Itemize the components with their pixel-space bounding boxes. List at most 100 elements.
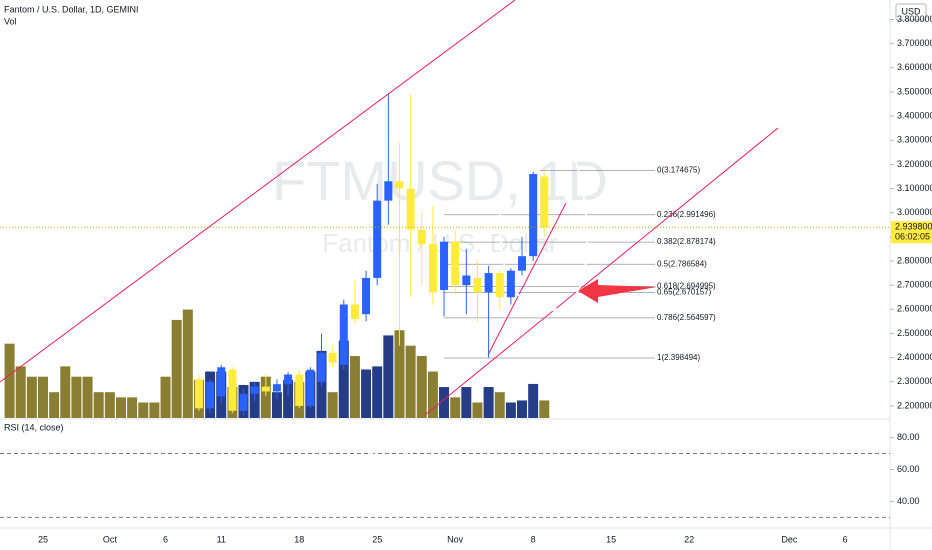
fib-label: 0.382(2.878174): [657, 237, 716, 246]
candle-body: [540, 176, 549, 228]
candle-body: [373, 200, 382, 278]
trendline: [487, 202, 567, 356]
candle-body: [428, 244, 437, 293]
x-tick-label: 11: [217, 534, 226, 544]
fib-layer: 0(3.174675) 0.236(2.991496) 0.382(2.878174…: [444, 166, 716, 362]
candle-body: [473, 277, 482, 293]
x-tick-label: Dec: [781, 534, 798, 544]
fib-label: 0.618(2.694995): [657, 281, 716, 290]
candle-body: [495, 273, 504, 298]
volume-bar: [271, 392, 282, 418]
y-tick-label: 2.600000: [897, 304, 932, 314]
y-tick-label: 3.500000: [897, 86, 932, 96]
candle-body: [194, 379, 203, 409]
arrow: [578, 279, 657, 303]
x-tick-label: Oct: [103, 534, 118, 544]
volume-bar: [38, 376, 48, 418]
candle-body: [518, 256, 527, 271]
volume-bar: [372, 366, 383, 418]
volume-bar: [4, 343, 15, 418]
volume-bar: [539, 400, 550, 418]
y-tick-label: 3.700000: [897, 38, 932, 48]
countdown-label: 06:02:05: [895, 232, 930, 242]
candle-body: [417, 229, 426, 245]
watermark: FTMUSD, 1D: [272, 149, 608, 212]
candle-body: [284, 374, 293, 385]
volume-bar: [338, 340, 349, 418]
volume-bar: [505, 402, 516, 418]
hand-drawn-ellipse: [498, 133, 589, 312]
candle-body: [272, 384, 281, 392]
volume-bar: [82, 376, 93, 418]
y-tick-label: 2.700000: [897, 280, 932, 290]
candle-body: [440, 241, 449, 290]
volume-bar: [327, 392, 338, 418]
y-tick-label: 2.800000: [897, 255, 932, 265]
y-tick-label: 2.500000: [897, 328, 932, 338]
x-tick-label: 18: [294, 534, 304, 544]
volume-bar: [60, 366, 71, 418]
currency-box[interactable]: [895, 3, 927, 21]
x-tick-label: 15: [606, 534, 616, 544]
annotation: Lower High: [580, 138, 651, 154]
x-tick-label: 25: [38, 534, 48, 544]
volume-bar: [450, 397, 461, 418]
y-tick-label: 2.400000: [897, 352, 932, 362]
candle-body: [239, 393, 248, 411]
y-tick-label: 2.200000: [897, 400, 932, 410]
candle-body: [384, 181, 393, 201]
trendline: [424, 127, 779, 416]
volume-bar: [182, 309, 193, 418]
volume-bar: [115, 397, 126, 418]
rsi-tick-label: 60.00: [897, 464, 920, 474]
fib-label: 0.786(2.564597): [657, 313, 716, 322]
y-tick-label: 3.100000: [897, 183, 932, 193]
volume-bar: [26, 376, 37, 418]
candle-body: [451, 241, 460, 286]
x-tick-label: 22: [684, 534, 694, 544]
volume-bar: [427, 371, 438, 418]
candle-body: [484, 273, 493, 293]
volume-bar: [15, 366, 26, 418]
candle-body: [295, 374, 304, 406]
y-tick-label: 3.300000: [897, 135, 932, 145]
y-tick-label: 3.400000: [897, 110, 932, 120]
y-tick-label: 3.600000: [897, 62, 932, 72]
fib-label: 1(2.398494): [657, 353, 700, 362]
volume-bar: [71, 376, 82, 418]
volume-bar: [528, 383, 539, 418]
y-tick-label: 3.000000: [897, 207, 932, 217]
volume-bar: [104, 392, 115, 418]
volume-bar: [349, 356, 360, 418]
volume-bar: [49, 392, 60, 418]
candle-body: [328, 352, 337, 363]
volume-bar: [494, 392, 505, 418]
candle-body: [217, 367, 226, 397]
fib-label: 0.5(2.786584): [657, 259, 707, 268]
x-tick-label: 6: [163, 534, 168, 544]
candle-body: [406, 188, 415, 230]
x-tick-label: Nov: [447, 534, 464, 544]
candle-body: [306, 369, 315, 406]
x-tick-label: 25: [372, 534, 382, 544]
x-tick-label: 8: [531, 534, 536, 544]
candle-body: [250, 386, 259, 394]
volume-bar: [416, 356, 427, 418]
volume-bar: [361, 369, 372, 418]
last-price-box: [891, 221, 932, 244]
last-price-label: 2.939800: [895, 222, 932, 232]
rsi-title: RSI (14, close): [4, 422, 64, 432]
trendline: [0, 0, 516, 383]
currency: USD: [901, 6, 921, 16]
chart-title: Fantom / U.S. Dollar, 1D, GEMINI: [4, 4, 139, 14]
volume-bar: [394, 330, 405, 418]
volume-bar: [160, 376, 171, 418]
rsi-line: [9, 440, 545, 491]
volume-bar: [405, 345, 416, 418]
y-tick-label: 3.800000: [897, 14, 932, 24]
candle-body: [228, 369, 237, 411]
volume-bar: [517, 400, 528, 418]
rsi-tick-label: 80.00: [897, 432, 920, 442]
volume-bar: [127, 397, 138, 418]
